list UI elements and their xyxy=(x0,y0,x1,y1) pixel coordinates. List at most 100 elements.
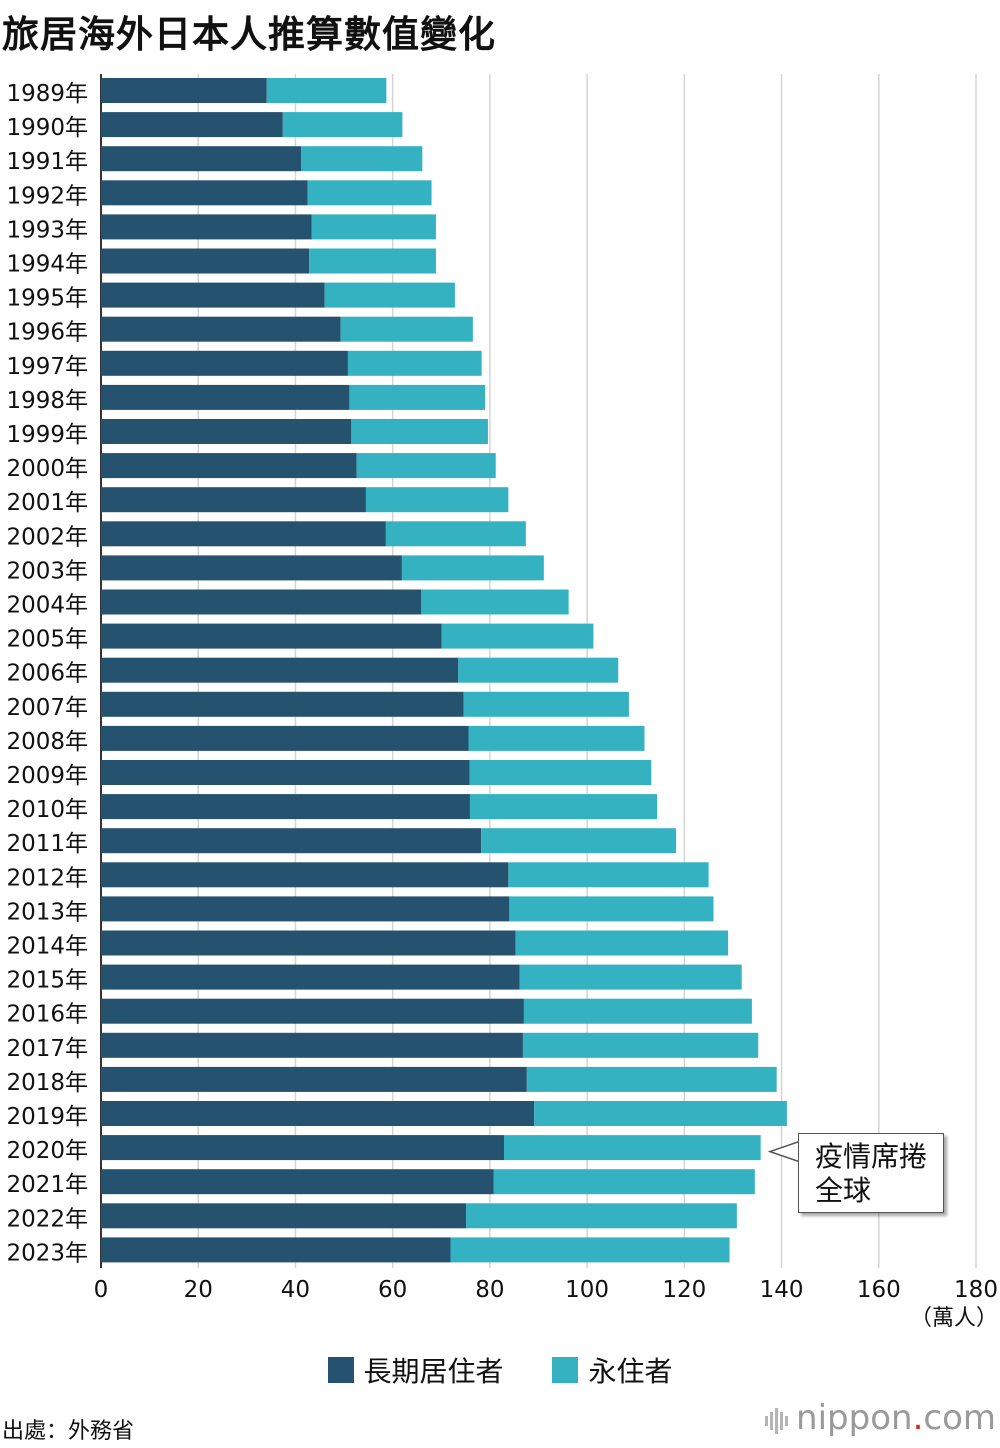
bar-long-term xyxy=(101,964,520,990)
bar-permanent xyxy=(266,78,387,103)
x-tick-label: 0 xyxy=(94,1277,109,1303)
bar-long-term xyxy=(101,112,283,138)
y-category-label: 2001年 xyxy=(6,490,88,516)
y-category-label: 2007年 xyxy=(6,695,88,721)
sound-bars-icon xyxy=(765,1400,790,1440)
y-category-label: 1994年 xyxy=(6,252,88,278)
bar-long-term xyxy=(101,828,482,854)
y-category-label: 1999年 xyxy=(6,422,88,448)
bar-permanent xyxy=(356,453,496,479)
bar-long-term xyxy=(101,521,386,547)
bar-long-term xyxy=(101,453,357,479)
y-category-label: 1995年 xyxy=(6,286,88,312)
x-axis-unit: （萬人） xyxy=(910,1306,998,1331)
bar-long-term xyxy=(101,350,348,376)
bar-permanent xyxy=(534,1101,787,1126)
y-category-label: 2004年 xyxy=(6,593,88,619)
legend-item-permanent: 永住者 xyxy=(552,1350,672,1390)
bar-long-term xyxy=(101,760,470,785)
bar-long-term xyxy=(101,725,469,751)
y-category-label: 2000年 xyxy=(6,456,88,482)
y-category-label: 2018年 xyxy=(6,1070,88,1096)
bar-permanent xyxy=(450,1237,730,1263)
x-axis-labels: 0 20 40 60 80 100 120 140 160 180 xyxy=(94,1277,998,1303)
y-category-label: 2015年 xyxy=(6,968,88,994)
nippon-logo[interactable]: nippon.com xyxy=(765,1398,996,1440)
bar-long-term xyxy=(101,1203,467,1229)
y-category-label: 1990年 xyxy=(6,115,88,141)
brand-dot: . xyxy=(912,1398,924,1438)
bar-long-term xyxy=(101,180,308,206)
bars-layer xyxy=(101,78,787,1263)
x-tick-label: 180 xyxy=(954,1277,998,1303)
bar-long-term xyxy=(101,657,459,683)
y-category-label: 2020年 xyxy=(6,1138,88,1164)
legend-item-long-term: 長期居住者 xyxy=(327,1350,504,1390)
x-tick-label: 80 xyxy=(475,1277,504,1303)
bar-long-term xyxy=(101,419,352,444)
y-category-label: 2021年 xyxy=(6,1172,88,1198)
y-category-label: 2006年 xyxy=(6,661,88,687)
bar-permanent xyxy=(441,623,594,649)
y-category-label: 2019年 xyxy=(6,1104,88,1130)
bar-permanent xyxy=(301,146,423,172)
bar-long-term xyxy=(101,146,302,172)
bar-permanent xyxy=(347,350,482,376)
bar-long-term xyxy=(101,487,366,513)
brand-suffix: com xyxy=(923,1398,996,1438)
bar-long-term xyxy=(101,316,341,342)
y-category-label: 2013年 xyxy=(6,899,88,925)
y-category-label: 2003年 xyxy=(6,558,88,584)
bar-permanent xyxy=(466,1203,737,1229)
bar-long-term xyxy=(101,1066,527,1092)
x-tick-label: 140 xyxy=(760,1277,804,1303)
y-category-label: 1996年 xyxy=(6,320,88,346)
bar-permanent xyxy=(349,384,486,410)
bar-permanent xyxy=(340,316,473,342)
y-category-label: 1989年 xyxy=(6,81,88,107)
callout-line-2: 全球 xyxy=(815,1174,872,1207)
y-category-label: 2016年 xyxy=(6,1002,88,1028)
y-category-label: 2014年 xyxy=(6,934,88,960)
x-tick-label: 60 xyxy=(378,1277,407,1303)
x-tick-label: 100 xyxy=(565,1277,609,1303)
bar-permanent xyxy=(282,112,403,138)
bar-permanent xyxy=(307,180,432,206)
bar-permanent xyxy=(522,1032,759,1058)
bar-permanent xyxy=(365,487,509,513)
legend-swatch-long-term xyxy=(327,1357,354,1383)
bar-long-term xyxy=(101,1101,535,1126)
callout-line-1: 疫情席捲 xyxy=(815,1140,928,1173)
bar-permanent xyxy=(469,760,652,785)
bar-permanent xyxy=(468,725,645,751)
y-category-label: 1997年 xyxy=(6,354,88,380)
y-axis-labels: 1989年 1990年 1991年 1992年 1993年 1994年 1995年 1996年… xyxy=(6,81,88,1266)
bar-permanent xyxy=(508,862,709,888)
bar-permanent xyxy=(503,1135,761,1161)
bar-permanent xyxy=(526,1066,777,1092)
bar-long-term xyxy=(101,1032,523,1058)
callout-pointer xyxy=(767,1140,800,1163)
y-category-label: 2011年 xyxy=(6,831,88,857)
bar-long-term xyxy=(101,896,510,922)
bar-permanent xyxy=(481,828,677,854)
bar-permanent xyxy=(311,214,436,240)
chart-title: 旅居海外日本人推算數值變化 xyxy=(2,13,496,56)
brand-name: nippon xyxy=(796,1398,913,1438)
legend-label-permanent: 永住者 xyxy=(588,1355,673,1388)
bar-long-term xyxy=(101,384,350,410)
legend-swatch-permanent xyxy=(552,1357,579,1383)
bar-permanent xyxy=(421,589,569,615)
bar-permanent xyxy=(515,930,729,956)
bar-long-term xyxy=(101,998,524,1024)
bar-long-term xyxy=(101,555,402,581)
y-category-label: 1992年 xyxy=(6,183,88,209)
chart-legend: 長期居住者 永住者 xyxy=(0,1350,1000,1390)
bar-long-term xyxy=(101,1169,494,1195)
x-tick-label: 120 xyxy=(662,1277,706,1303)
y-category-label: 2012年 xyxy=(6,865,88,891)
bar-long-term xyxy=(101,794,470,820)
y-category-label: 1991年 xyxy=(6,149,88,175)
bar-long-term xyxy=(101,589,422,615)
